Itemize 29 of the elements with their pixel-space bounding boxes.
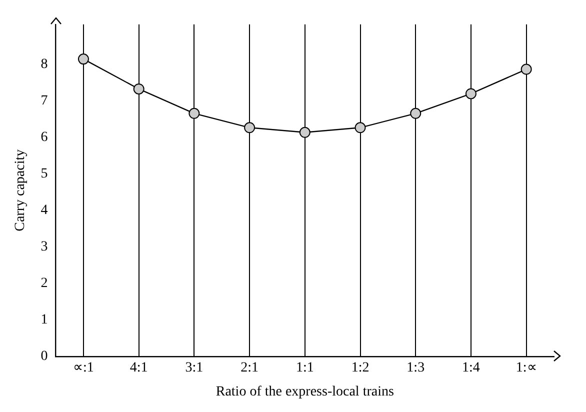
- x-tick-label: 2:1: [240, 360, 258, 376]
- point: [244, 122, 256, 134]
- x-tick-label: 1:2: [351, 360, 370, 376]
- point: [410, 108, 422, 119]
- y-tick-label: 0: [40, 349, 48, 364]
- y-tick-label: 3: [40, 240, 48, 255]
- point: [354, 122, 366, 134]
- point: [299, 126, 310, 138]
- y-tick-label: 5: [40, 166, 48, 182]
- point: [188, 108, 200, 119]
- x-tick-label: ∝:1: [73, 360, 94, 376]
- x-tick-label: 1:∝: [516, 360, 537, 376]
- x-tick-label: 3:1: [185, 360, 204, 376]
- y-tick-label: 8: [40, 57, 48, 72]
- y-tick-label: 6: [40, 130, 48, 146]
- point: [133, 83, 144, 94]
- y-tick-label: 7: [40, 94, 48, 109]
- y-tick-label: 4: [40, 203, 48, 218]
- y-tick-label: 2: [40, 276, 48, 292]
- x-tick-label: 1:4: [462, 360, 480, 376]
- x-tick-label: 1:3: [406, 360, 425, 376]
- x-tick-label: 1:1: [296, 360, 314, 376]
- x-tick-label: 4:1: [130, 360, 148, 376]
- y-tick-label: 1: [40, 312, 48, 328]
- x-axis-title: Ratio of the express-local trains: [216, 384, 394, 400]
- point: [465, 88, 476, 100]
- point: [520, 64, 532, 75]
- y-axis-title: Carry capacity: [13, 149, 28, 232]
- point: [78, 54, 89, 65]
